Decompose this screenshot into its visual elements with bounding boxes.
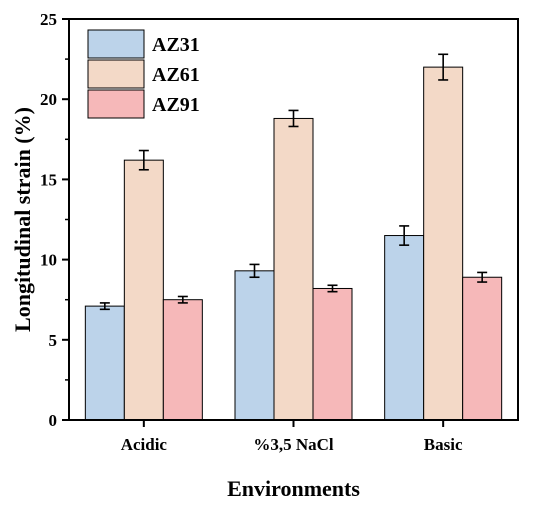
legend-swatch-az31	[87, 29, 145, 59]
x-axis-title: Environments	[227, 476, 360, 501]
y-tick-label: 20	[40, 90, 57, 109]
error-bar-az91-0	[177, 295, 188, 304]
error-bars-layer	[99, 53, 488, 311]
error-bar-az61-1	[288, 109, 299, 128]
legend-swatch-az91	[87, 89, 145, 119]
x-tick-label: Acidic	[121, 435, 168, 454]
y-tick-label: 5	[49, 331, 58, 350]
y-axis-title: Longitudinal strain (%)	[10, 107, 35, 332]
error-bar-az31-0	[99, 302, 110, 311]
error-bar-az91-2	[477, 271, 488, 283]
x-tick-label: %3,5 NaCl	[253, 435, 334, 454]
legend: AZ31 AZ61 AZ91	[87, 29, 200, 119]
x-tick-label: Basic	[424, 435, 463, 454]
bar-az91-0	[162, 299, 203, 421]
bar-az31-2	[384, 235, 425, 421]
bar-az91-2	[462, 276, 503, 421]
bar-az61-0	[123, 159, 164, 421]
legend-label-az61: AZ61	[152, 64, 200, 86]
y-tick-label: 25	[40, 10, 57, 29]
legend-swatch-az61	[87, 59, 145, 89]
error-bar-az31-2	[399, 225, 410, 246]
bars-layer	[84, 66, 503, 421]
bar-az61-1	[273, 117, 314, 421]
axes-layer: 0 5 10 15 20 25 Acidic %3,5 NaCl Basic	[40, 10, 519, 454]
error-bar-az91-1	[327, 284, 338, 293]
error-bar-az61-2	[438, 53, 449, 81]
legend-label-az91: AZ91	[152, 94, 200, 116]
y-tick-label: 10	[40, 251, 57, 270]
y-tick-label: 15	[40, 170, 57, 189]
error-bar-az61-0	[138, 149, 149, 171]
bar-az31-1	[234, 270, 275, 421]
bar-az31-0	[84, 305, 125, 421]
bar-az91-1	[312, 287, 353, 421]
legend-label-az31: AZ31	[152, 34, 200, 56]
y-tick-label: 0	[49, 411, 58, 430]
error-bar-az31-1	[249, 263, 260, 279]
bar-az61-2	[423, 66, 464, 421]
